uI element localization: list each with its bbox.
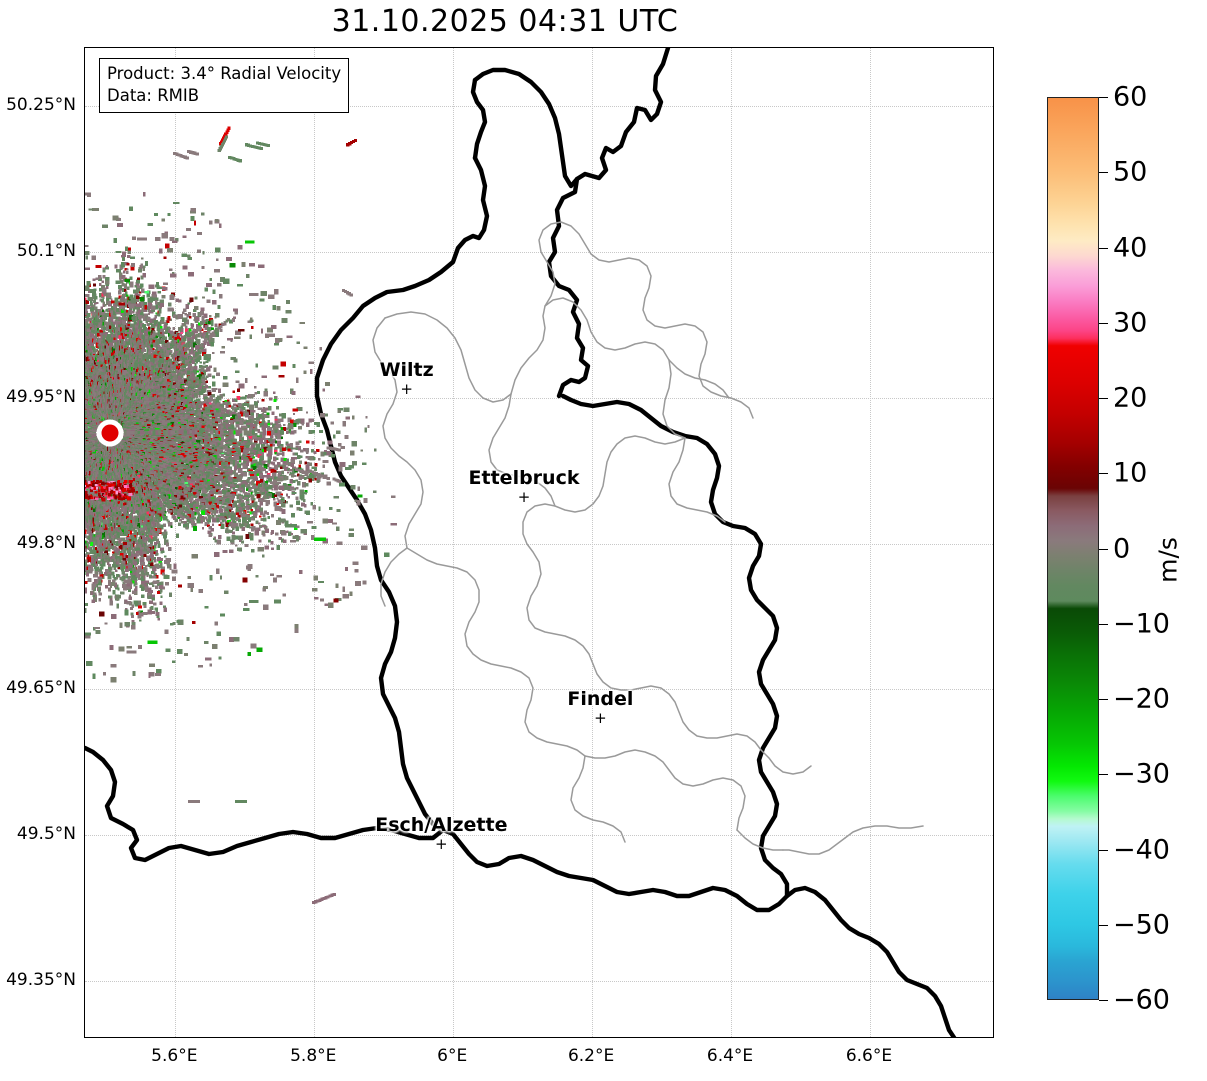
colorbar-tick-label: −60 xyxy=(1113,984,1170,1016)
colorbar-tick-mark xyxy=(1099,924,1108,926)
colorbar-tick-mark xyxy=(1099,849,1108,851)
product-info-box: Product: 3.4° Radial Velocity Data: RMIB xyxy=(99,58,350,113)
grid-line-horizontal xyxy=(85,106,993,108)
radar-site-marker[interactable] xyxy=(101,424,119,442)
colorbar-tick-label: 60 xyxy=(1113,81,1148,113)
city-name: Esch/Alzette xyxy=(375,813,508,836)
grid-line-vertical xyxy=(592,48,594,1037)
national-border-path xyxy=(85,48,957,1037)
grid-line-horizontal xyxy=(85,543,993,545)
colorbar-tick-label: −10 xyxy=(1113,608,1170,640)
colorbar-tick-mark xyxy=(1099,699,1108,700)
colorbar-tick-label: 0 xyxy=(1113,533,1131,564)
radar-echo-layer xyxy=(85,126,397,905)
geography-layer xyxy=(85,48,957,1037)
y-axis-tick-label: 50.1°N xyxy=(16,241,76,262)
colorbar-tick-mark xyxy=(1099,97,1108,98)
grid-line-vertical xyxy=(731,48,733,1037)
map-clip-area: Wiltz + Ettelbruck + Findel + Esch/Alzette + Pr… xyxy=(85,48,993,1037)
city-point-marker: + xyxy=(594,708,607,727)
colorbar[interactable]: 60 50 40 30 20 10 0 −10 −20 −30 −40 −50 −60 xyxy=(1047,82,1170,1016)
grid-line-vertical xyxy=(453,48,455,1037)
data-source-line: Data: RMIB xyxy=(107,85,200,105)
colorbar-tick-mark xyxy=(1099,1000,1108,1001)
city-name: Findel xyxy=(567,687,634,710)
city-name: Ettelbruck xyxy=(468,466,580,489)
colorbar-tick-mark xyxy=(1099,473,1108,475)
canton-border-path xyxy=(372,221,924,855)
product-line: Product: 3.4° Radial Velocity xyxy=(107,64,342,83)
y-axis-tick-label: 49.65°N xyxy=(6,678,76,699)
y-axis-tick-label: 49.8°N xyxy=(16,532,76,553)
y-axis-tick-label: 49.5°N xyxy=(16,823,76,844)
x-axis-tick-label: 5.6°E xyxy=(151,1046,198,1066)
y-axis-tick-label: 50.25°N xyxy=(6,95,76,116)
colorbar-tick-mark xyxy=(1099,623,1108,625)
colorbar-tick-label: 30 xyxy=(1113,307,1148,339)
grid-line-horizontal xyxy=(85,252,993,254)
colorbar-tick-label: 10 xyxy=(1113,457,1148,489)
y-axis-tick-label: 49.95°N xyxy=(6,386,76,407)
colorbar-tick-label: −20 xyxy=(1113,683,1170,715)
colorbar-tick-mark xyxy=(1099,774,1108,776)
city-point-marker: + xyxy=(400,380,413,399)
grid-line-horizontal xyxy=(85,397,993,399)
colorbar-unit-label: m/s xyxy=(1153,537,1183,583)
city-point-marker: + xyxy=(517,487,531,506)
colorbar-tick-label: 50 xyxy=(1113,156,1148,188)
colorbar-tick-mark xyxy=(1099,398,1108,399)
colorbar-tick-mark xyxy=(1099,247,1108,249)
grid-line-vertical xyxy=(869,48,871,1037)
grid-line-vertical xyxy=(314,48,316,1037)
x-axis-tick-label: 6.4°E xyxy=(706,1046,754,1066)
colorbar-tick-label: 20 xyxy=(1113,382,1148,414)
city-label-wiltz: Wiltz + xyxy=(379,359,434,399)
x-axis-tick-label: 5.8°E xyxy=(290,1046,337,1066)
city-label-findel: Findel + xyxy=(567,687,634,727)
city-point-marker: + xyxy=(435,834,448,853)
city-label-esch-alzette: Esch/Alzette + xyxy=(375,813,508,853)
x-axis-tick-label: 6.6°E xyxy=(845,1046,893,1066)
city-name: Wiltz xyxy=(379,359,434,382)
colorbar-tick-label: −30 xyxy=(1113,758,1170,790)
colorbar-tick-label: −50 xyxy=(1113,909,1170,941)
grid-line-horizontal xyxy=(85,689,993,691)
colorbar-tick-mark xyxy=(1099,322,1108,324)
page-title: 31.10.2025 04:31 UTC xyxy=(331,4,679,39)
colorbar-tick-mark xyxy=(1099,548,1108,550)
grid-line-vertical xyxy=(175,48,177,1037)
radar-map-plot[interactable]: Wiltz + Ettelbruck + Findel + Esch/Alzette + Pr… xyxy=(84,47,994,1038)
colorbar-gradient xyxy=(1047,97,1099,1000)
grid-line-horizontal xyxy=(85,980,993,982)
colorbar-tick-label: 40 xyxy=(1113,232,1148,263)
colorbar-tick-mark xyxy=(1099,172,1108,174)
y-axis-tick-label: 49.35°N xyxy=(6,969,76,990)
city-label-ettelbruck: Ettelbruck + xyxy=(468,466,580,506)
x-axis-tick-label: 6°E xyxy=(437,1046,468,1066)
x-axis-tick-label: 6.2°E xyxy=(567,1046,615,1066)
grid-line-horizontal xyxy=(85,834,993,836)
colorbar-tick-label: −40 xyxy=(1113,834,1170,865)
